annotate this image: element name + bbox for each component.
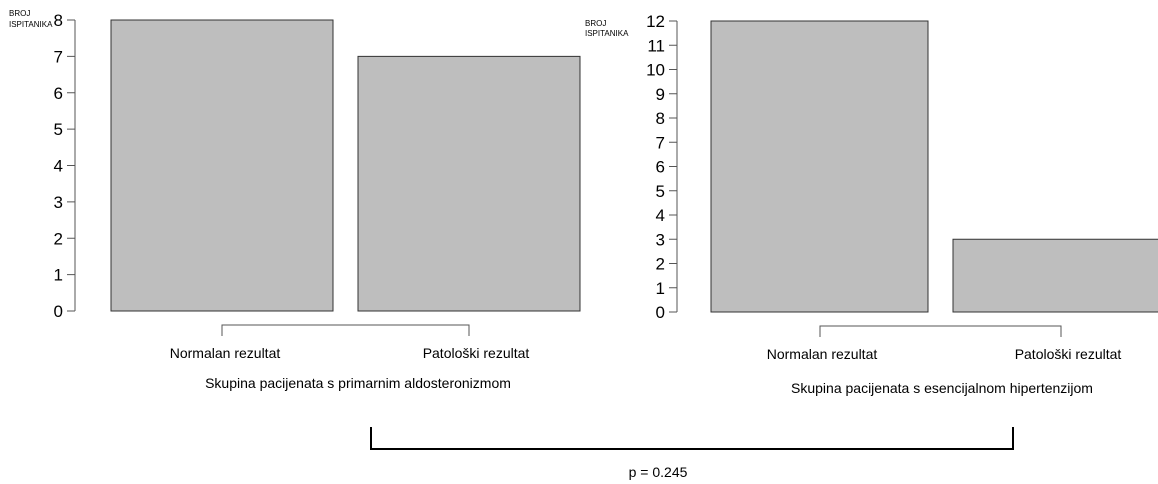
y-tick-label: 7 — [656, 133, 665, 152]
y-tick-label: 3 — [54, 193, 63, 212]
y-tick-label: 10 — [646, 61, 665, 80]
y-tick-label: 6 — [54, 84, 63, 103]
y-axis-label: ISPITANIKA — [9, 20, 53, 29]
y-axis-label: ISPITANIKA — [585, 29, 629, 38]
x-axis-label: Skupina pacijenata s primarnim aldostero… — [205, 375, 511, 391]
y-tick-label: 4 — [54, 157, 63, 176]
category-label: Normalan rezultat — [170, 345, 281, 361]
y-tick-label: 5 — [656, 182, 665, 201]
y-tick-label: 6 — [656, 158, 665, 177]
y-tick-label: 1 — [656, 279, 665, 298]
bar — [110, 19, 334, 312]
y-tick-label: 8 — [656, 109, 665, 128]
y-tick-label: 3 — [656, 230, 665, 249]
chart-primary-aldosteronism: 0 1 2 3 4 5 6 7 8 BROJ ISPITANIKA Normalan rezultat… — [9, 9, 581, 391]
y-tick-label: 2 — [54, 229, 63, 248]
category-bracket — [221, 324, 470, 336]
y-tick-label: 0 — [54, 302, 63, 321]
y-tick-label: 1 — [54, 266, 63, 285]
category-bracket — [819, 325, 1062, 337]
bar — [952, 238, 1158, 313]
category-label: Patološki rezultat — [1015, 346, 1122, 362]
x-axis-label: Skupina pacijenata s esencijalnom hipert… — [791, 380, 1093, 396]
category-label: Normalan rezultat — [767, 346, 878, 362]
bar — [710, 20, 929, 313]
category-label: Patološki rezultat — [423, 345, 530, 361]
y-tick-label: 4 — [656, 206, 665, 225]
y-tick-label: 0 — [656, 303, 665, 322]
y-axis-label: BROJ — [585, 19, 606, 28]
y-tick-label: 7 — [54, 47, 63, 66]
comparison-bracket: p = 0.245 — [370, 427, 1014, 480]
y-tick-label: 9 — [656, 85, 665, 104]
y-tick-label: 8 — [54, 11, 63, 30]
y-tick-label: 12 — [646, 12, 665, 31]
p-value-label: p = 0.245 — [629, 464, 688, 480]
y-tick-label: 5 — [54, 120, 63, 139]
bar — [357, 55, 581, 312]
y-tick-label: 2 — [656, 255, 665, 274]
comparison-bracket-line — [370, 427, 1014, 450]
y-axis-label: BROJ — [9, 9, 30, 18]
y-tick-label: 11 — [647, 36, 665, 55]
